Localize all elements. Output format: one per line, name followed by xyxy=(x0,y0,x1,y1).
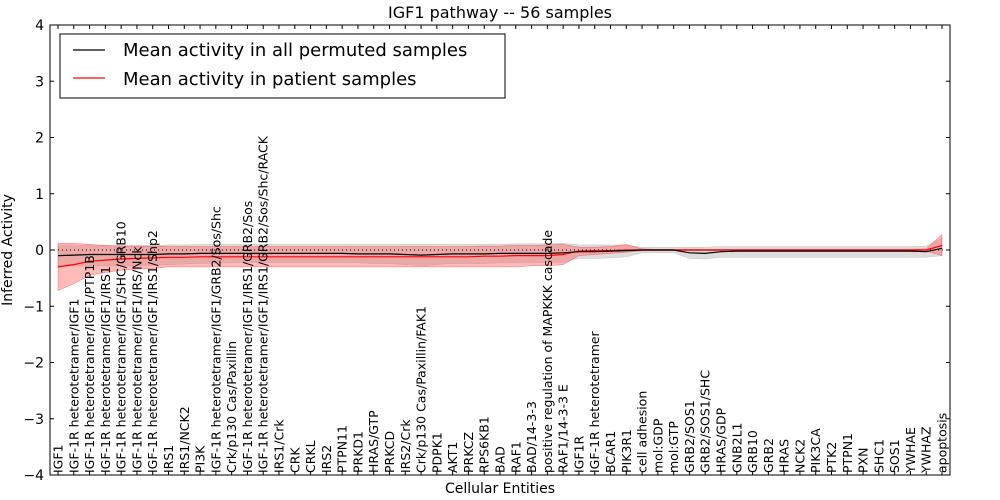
x-tick-label: IGF-1R heterotetramer xyxy=(587,330,602,473)
y-axis-label: Inferred Activity xyxy=(0,194,16,306)
x-tick-label: BAD xyxy=(493,446,508,473)
x-tick-label: positive regulation of MAPKKK cascade xyxy=(540,230,555,473)
x-tick-label: IGF-1R heterotetramer/IGF1/GRB2/Sos/Shc xyxy=(208,206,223,473)
x-axis-label: Cellular Entities xyxy=(445,481,555,497)
x-tick-label: PRKCD xyxy=(382,431,397,473)
x-tick-label: IGF-1R heterotetramer/IGF1 xyxy=(66,299,81,473)
confidence-bands xyxy=(57,233,943,291)
x-tick-label: PDPK1 xyxy=(429,432,444,473)
x-tick-label: IGF-1R heterotetramer/IGF1/PTP1B xyxy=(82,255,97,473)
y-tick-label: −1 xyxy=(23,299,44,315)
x-tick-label: PIK3R1 xyxy=(619,429,634,473)
y-tick-label: 2 xyxy=(35,131,44,147)
x-tick-label: GRB10 xyxy=(745,430,760,473)
x-tick-label: IGF-1R heterotetramer/IGF1/SHC/GRB10 xyxy=(114,221,129,473)
x-tick-label: RPS6KB1 xyxy=(477,416,492,473)
x-tick-label: BCAR1 xyxy=(603,431,618,473)
plot-frame xyxy=(49,24,951,476)
x-tick-label: PRKD1 xyxy=(350,431,365,473)
x-tick-label: Crk/p130 Cas/Paxillin xyxy=(224,341,239,473)
y-axis-ticks: −4 −3 −2 −1 0 1 2 3 4 xyxy=(23,18,950,484)
x-tick-label: SOS1 xyxy=(887,439,902,473)
x-tick-label: Crk/p130 Cas/Paxillin/FAK1 xyxy=(414,306,429,473)
x-tick-label: IGF-1R heterotetramer/IGF1/IRS1 xyxy=(98,266,113,473)
chart-title: IGF1 pathway -- 56 samples xyxy=(388,3,612,22)
x-tick-label: YWHAZ xyxy=(919,426,934,474)
x-tick-label: IGF-1R heterotetramer/IGF1/IRS1/GRB2/Sos xyxy=(240,201,255,473)
y-tick-label: 0 xyxy=(35,243,44,259)
x-tick-label: CRK xyxy=(287,447,302,473)
legend-label-patient: Mean activity in patient samples xyxy=(123,69,417,90)
x-tick-label: HRAS xyxy=(777,439,792,473)
x-tick-label: IRS1 xyxy=(161,445,176,473)
x-tick-label: AKT1 xyxy=(445,442,460,473)
x-tick-label: HRAS/GTP xyxy=(366,410,381,473)
y-tick-label: 3 xyxy=(35,74,44,90)
x-tick-label: IGF-1R heterotetramer/IGF1/IRS1/GRB2/Sos… xyxy=(256,135,271,473)
legend-box xyxy=(59,33,506,99)
x-tick-label: apoptosis xyxy=(935,413,950,473)
y-tick-label: −4 xyxy=(23,468,44,484)
x-tick-label: PXN xyxy=(856,448,871,473)
x-tick-label: mol:GTP xyxy=(666,421,681,473)
y-tick-label: 1 xyxy=(35,187,44,203)
x-tick-label: NCK2 xyxy=(792,439,807,473)
x-tick-label: PI3K xyxy=(193,445,208,473)
x-tick-label: IGF-1R heterotetramer/IGF1/IRS1/Shp2 xyxy=(145,230,160,473)
x-tick-label: IRS2 xyxy=(319,445,334,473)
x-tick-label: GRB2/SOS1/SHC xyxy=(698,370,713,473)
line-patient-mean xyxy=(57,244,943,268)
x-tick-label: GRB2 xyxy=(761,438,776,473)
x-tick-label: RAF1/14-3-3 E xyxy=(556,384,571,473)
x-tick-label: GNB2L1 xyxy=(729,423,744,473)
x-tick-label: BAD/14-3-3 xyxy=(524,401,539,473)
x-tick-label: RAF1 xyxy=(508,441,523,473)
x-tick-label: IGF1R xyxy=(571,435,586,473)
legend: Mean activity in all permuted samples Me… xyxy=(59,33,506,99)
x-tick-label: IGF1 xyxy=(51,444,66,473)
x-axis-ticks: IGF1 IGF-1R heterotetramer/IGF1 IGF-1R het… xyxy=(51,25,950,475)
x-tick-label: CRKL xyxy=(303,440,318,473)
x-tick-label: PTPN11 xyxy=(335,425,350,473)
x-tick-label: PTK2 xyxy=(824,442,839,473)
x-tick-label: HRAS/GDP xyxy=(714,407,729,473)
x-tick-label: IRS1/Crk xyxy=(272,419,287,473)
line-permuted-mean xyxy=(57,247,943,257)
x-tick-label: mol:GDP xyxy=(650,418,665,473)
y-tick-label: −3 xyxy=(23,412,44,428)
x-tick-label: IRS2/Crk xyxy=(398,419,413,473)
x-tick-label: PTPN1 xyxy=(840,433,855,473)
y-tick-label: 4 xyxy=(35,18,44,34)
series-lines xyxy=(57,244,943,268)
x-tick-label: PIK3CA xyxy=(808,428,823,473)
x-tick-label: YWHAE xyxy=(903,427,918,474)
band-patient xyxy=(57,233,943,291)
y-tick-label: −2 xyxy=(23,356,44,372)
x-tick-label: IRS1/NCK2 xyxy=(177,406,192,473)
x-tick-label: cell adhesion xyxy=(635,391,650,473)
x-tick-label: SHC1 xyxy=(871,439,886,473)
legend-label-permuted: Mean activity in all permuted samples xyxy=(123,40,467,61)
x-tick-label: GRB2/SOS1 xyxy=(682,400,697,473)
x-tick-label: IGF-1R heterotetramer/IGF1/IRS/Nck xyxy=(129,246,144,473)
x-tick-label: PRKCZ xyxy=(461,432,476,473)
